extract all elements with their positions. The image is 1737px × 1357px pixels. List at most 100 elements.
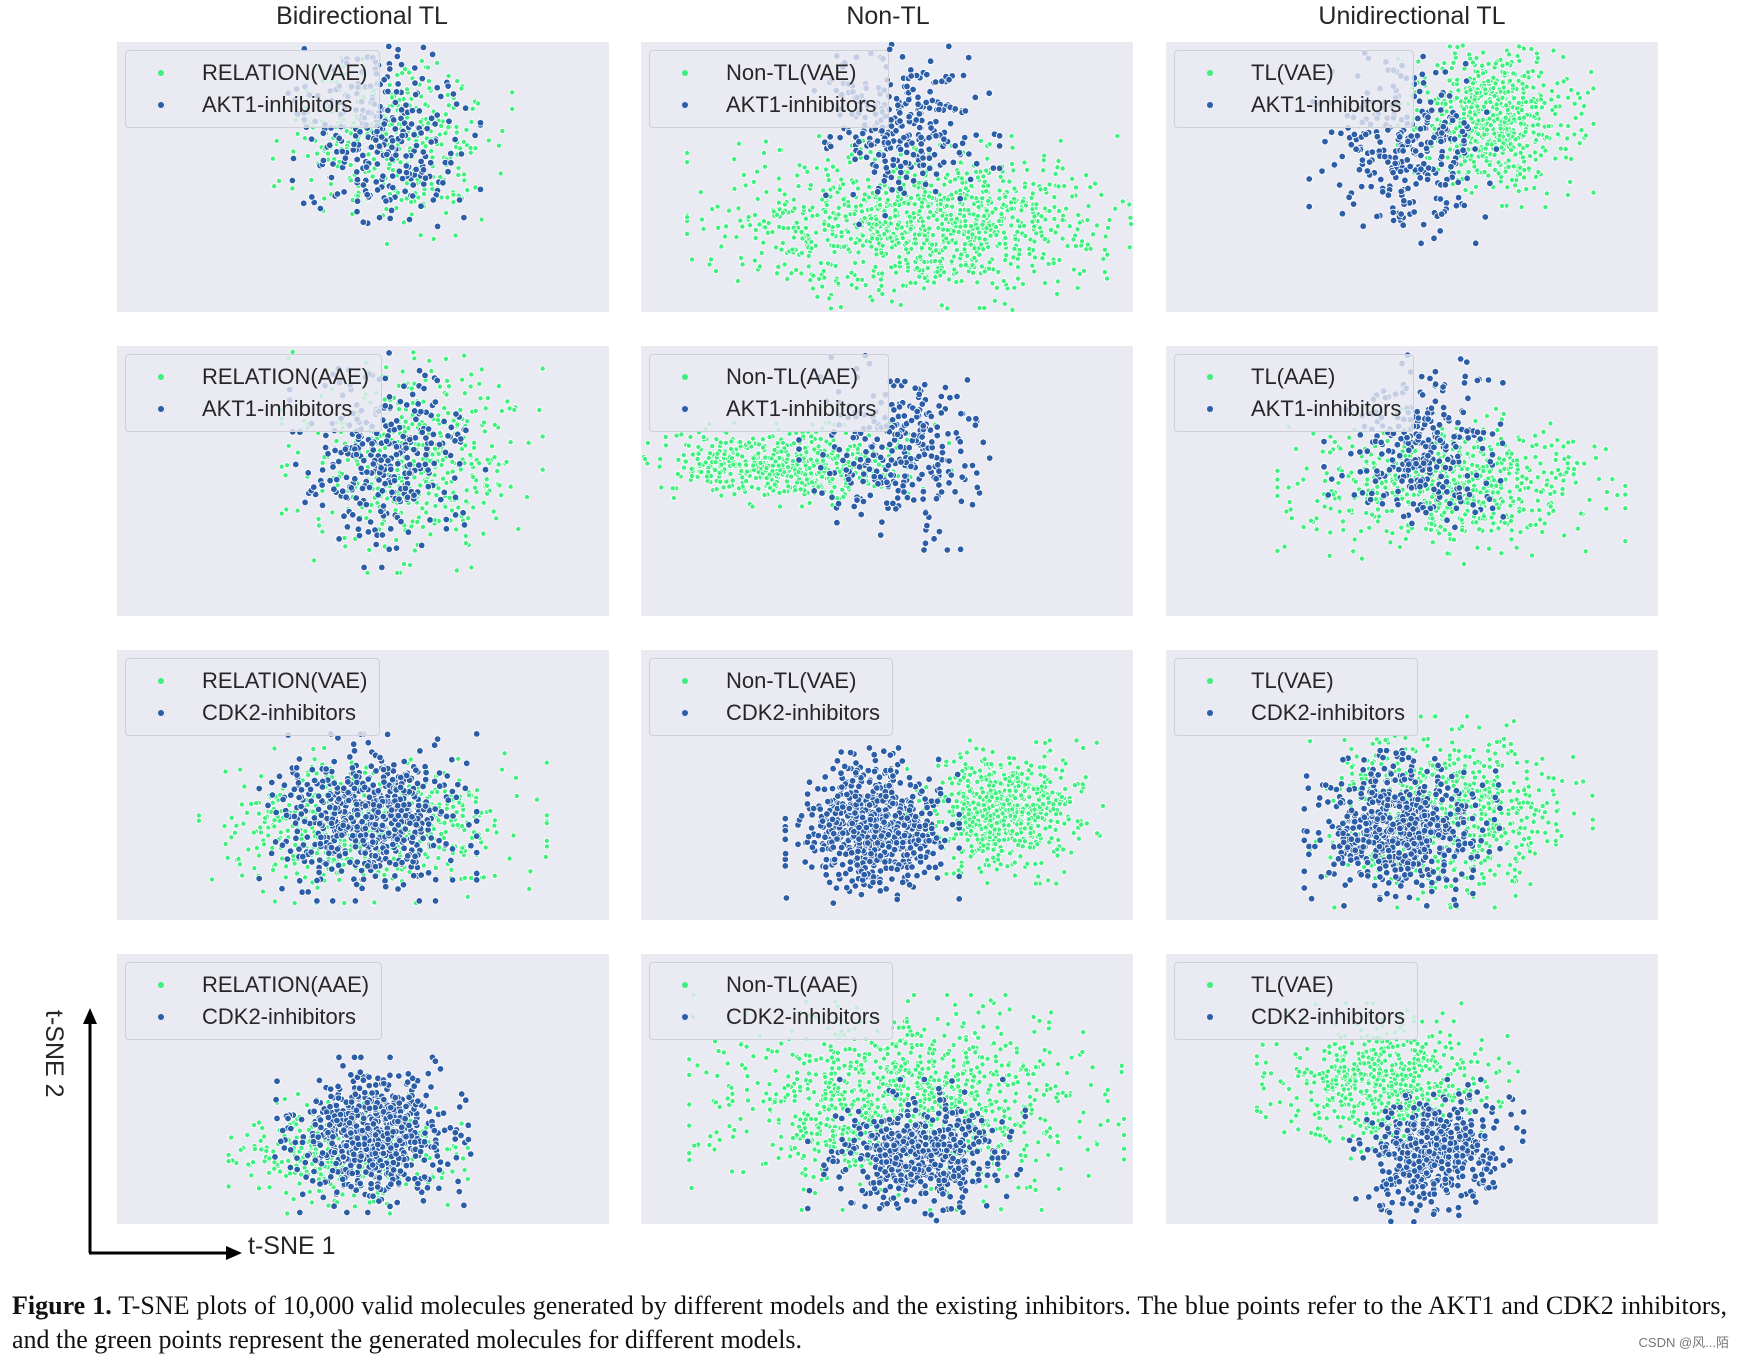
scatter-point: [343, 474, 350, 481]
scatter-point: [344, 524, 351, 531]
scatter-point: [671, 495, 676, 500]
scatter-point: [834, 519, 841, 526]
scatter-point: [1062, 183, 1067, 188]
scatter-point: [975, 175, 980, 180]
scatter-point: [918, 141, 925, 148]
scatter-point: [1407, 163, 1414, 170]
scatter-point: [895, 222, 900, 227]
scatter-point: [987, 260, 992, 265]
scatter-point: [1453, 202, 1460, 209]
scatter-point: [683, 459, 688, 464]
scatter-point: [1461, 202, 1468, 209]
scatter-point: [1447, 44, 1452, 49]
scatter-point: [1013, 236, 1018, 241]
legend-marker-inhibitors: [682, 102, 688, 108]
scatter-point: [901, 134, 908, 141]
scatter-point: [996, 143, 1003, 150]
scatter-point: [817, 134, 822, 139]
scatter-point: [969, 183, 974, 188]
scatter-point: [818, 261, 823, 266]
scatter-point: [796, 470, 801, 475]
scatter-point: [921, 381, 928, 388]
scatter-point: [426, 79, 431, 84]
scatter-point: [469, 372, 474, 377]
scatter-point: [821, 268, 826, 273]
scatter-point: [787, 431, 792, 436]
scatter-point: [916, 111, 923, 118]
scatter-point: [1085, 242, 1090, 247]
scatter-point: [1368, 183, 1375, 190]
scatter-point: [459, 86, 464, 91]
scatter-point: [819, 474, 824, 479]
scatter-point: [434, 223, 441, 230]
scatter-point: [856, 186, 861, 191]
scatter-point: [732, 157, 737, 162]
scatter-point: [1581, 104, 1586, 109]
scatter-point: [950, 159, 957, 166]
scatter-point: [986, 455, 993, 462]
scatter-point: [450, 469, 455, 474]
scatter-point: [427, 358, 432, 363]
scatter-point: [782, 262, 787, 267]
scatter-point: [954, 280, 959, 285]
scatter-point: [946, 458, 953, 465]
scatter-point: [1492, 131, 1497, 136]
scatter-point: [1531, 85, 1536, 90]
scatter-point: [302, 499, 309, 506]
scatter-point: [1589, 69, 1594, 74]
scatter-point: [923, 99, 930, 106]
scatter-point: [428, 532, 433, 537]
scatter-point: [1467, 52, 1472, 57]
scatter-point: [468, 452, 473, 457]
scatter-point: [456, 197, 463, 204]
scatter-point: [1536, 169, 1541, 174]
scatter-point: [473, 146, 478, 151]
scatter-point: [385, 496, 390, 501]
scatter-point: [825, 173, 830, 178]
scatter-point: [380, 503, 387, 510]
scatter-point: [747, 223, 752, 228]
scatter-point: [1052, 216, 1057, 221]
scatter-point: [376, 477, 383, 484]
scatter-point: [801, 204, 806, 209]
scatter-point: [454, 130, 459, 135]
scatter-point: [458, 146, 463, 151]
scatter-point: [1532, 185, 1537, 190]
scatter-point: [885, 197, 890, 202]
scatter-point: [993, 224, 998, 229]
scatter-point: [1494, 102, 1499, 107]
scatter-point: [1461, 138, 1468, 145]
scatter-point: [426, 491, 431, 496]
scatter-point: [1438, 138, 1445, 145]
scatter-point: [790, 247, 795, 252]
scatter-point: [836, 281, 841, 286]
scatter-point: [444, 210, 449, 215]
scatter-point: [1031, 181, 1036, 186]
scatter-point: [941, 136, 948, 143]
scatter-point: [1482, 214, 1489, 221]
scatter-point: [412, 356, 417, 361]
scatter-point: [897, 185, 904, 192]
scatter-point: [461, 139, 466, 144]
scatter-point: [485, 396, 490, 401]
scatter-point: [1349, 470, 1354, 475]
scatter-point: [734, 235, 739, 240]
scatter-point: [1047, 182, 1052, 187]
scatter-point: [465, 419, 470, 424]
scatter-point: [715, 451, 720, 456]
scatter-point: [716, 225, 721, 230]
scatter-point: [898, 459, 905, 466]
scatter-point: [443, 504, 448, 509]
scatter-point: [913, 241, 918, 246]
scatter-point: [976, 204, 981, 209]
scatter-point: [1481, 71, 1486, 76]
scatter-point: [690, 452, 695, 457]
scatter-point: [1022, 185, 1027, 190]
scatter-point: [411, 131, 418, 138]
scatter-point: [409, 386, 414, 391]
scatter-point: [986, 90, 993, 97]
scatter-point: [460, 510, 467, 517]
scatter-point: [1390, 169, 1397, 176]
scatter-point: [908, 226, 913, 231]
scatter-point: [956, 149, 963, 156]
